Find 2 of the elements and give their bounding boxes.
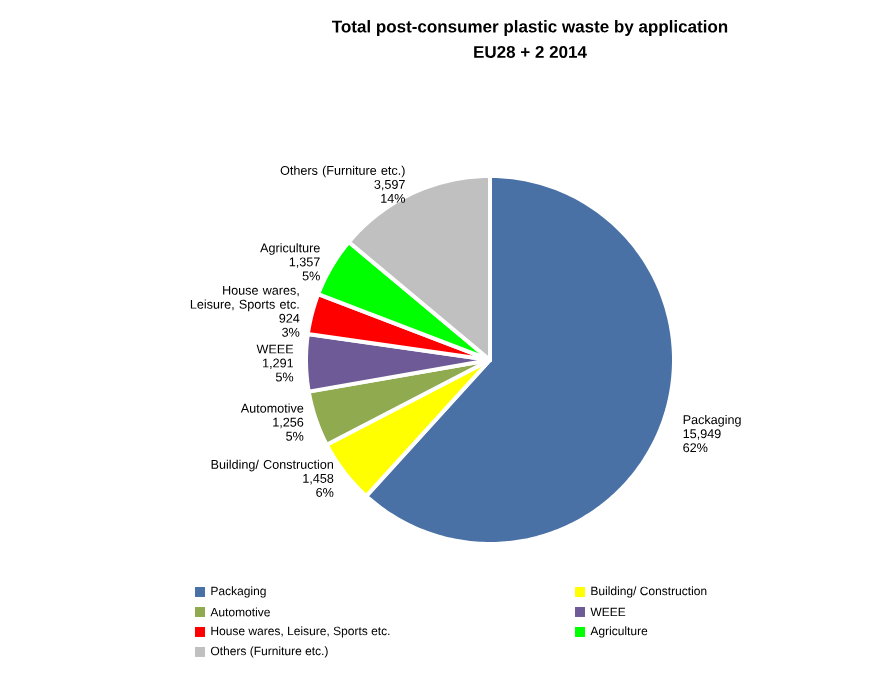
chart-subtitle: EU28 + 2 2014 <box>474 45 587 58</box>
chart-title: Total post-consumer plastic waste by application <box>331 20 728 36</box>
